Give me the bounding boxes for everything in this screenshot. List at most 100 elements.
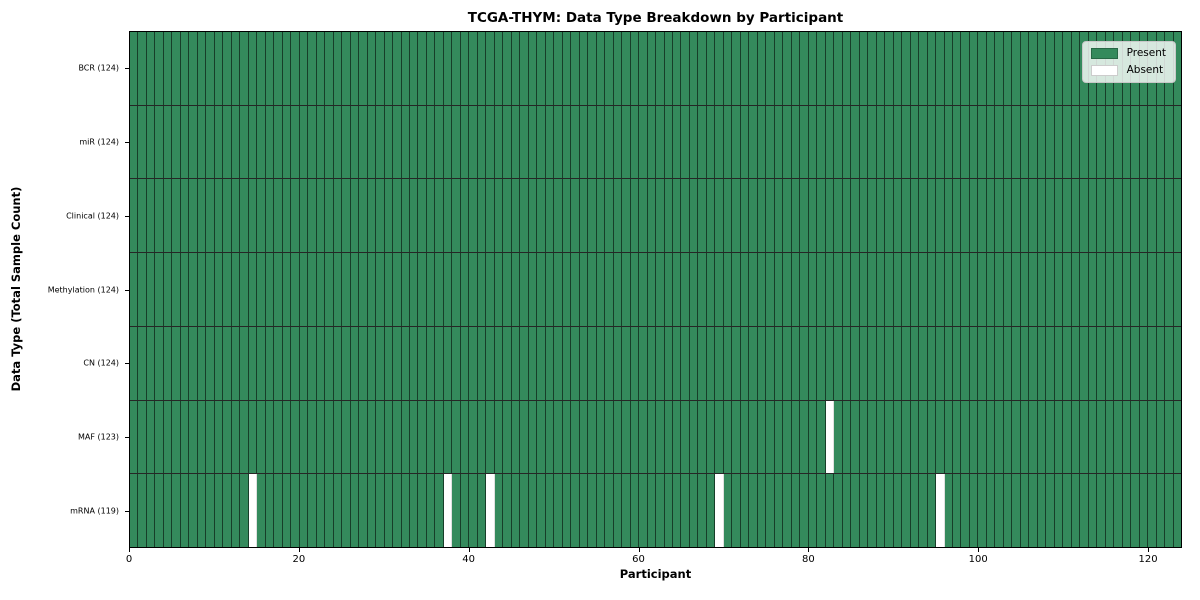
heatmap-cell-present [197, 179, 207, 253]
heatmap-cell-present [520, 32, 529, 105]
heatmap-cell-present [919, 253, 928, 326]
heatmap-cell-present [325, 105, 334, 179]
heatmap-cell-present [639, 400, 648, 474]
heatmap-cell-present [800, 326, 809, 400]
heatmap-cell-present [477, 105, 487, 179]
heatmap-cell-present [1139, 474, 1149, 548]
heatmap-cell-present [367, 326, 377, 400]
heatmap-cell-present [1131, 105, 1140, 179]
heatmap-cell-present [605, 253, 614, 326]
heatmap-cell-present [1037, 32, 1047, 105]
heatmap-cell-present [1012, 179, 1021, 253]
heatmap-cell-present [630, 400, 640, 474]
heatmap-cell-present [656, 32, 665, 105]
heatmap-cell-absent [715, 474, 724, 548]
heatmap-cell-present [257, 32, 266, 105]
heatmap-cell-present [639, 32, 648, 105]
heatmap-cell-present [868, 179, 877, 253]
heatmap-cell-present [452, 400, 461, 474]
heatmap-cell-present [426, 253, 436, 326]
heatmap-cell-present [605, 32, 614, 105]
heatmap-cell-present [791, 179, 801, 253]
heatmap-cell-present [673, 32, 682, 105]
heatmap-cell-present [409, 253, 419, 326]
heatmap-cell-present [1148, 253, 1157, 326]
heatmap-cell-present [206, 32, 215, 105]
heatmap-cell-present [774, 32, 784, 105]
heatmap-cell-present [1165, 105, 1174, 179]
heatmap-cell-present [817, 326, 826, 400]
legend-label: Absent [1126, 64, 1164, 77]
heatmap-cell-present [944, 179, 953, 253]
heatmap-cell-present [520, 253, 529, 326]
heatmap-cell-present [248, 400, 258, 474]
heatmap-cell-present [163, 105, 173, 179]
heatmap-cell-present [528, 32, 538, 105]
heatmap-cell-present [817, 179, 826, 253]
heatmap-cell-present [486, 326, 495, 400]
heatmap-cell-present [571, 326, 580, 400]
heatmap-cell-present [554, 32, 563, 105]
heatmap-cell-present [350, 474, 360, 548]
heatmap-cell-present [554, 105, 563, 179]
heatmap-cell-present [885, 32, 894, 105]
heatmap-cell-present [452, 326, 461, 400]
heatmap-cell-present [299, 474, 309, 548]
heatmap-cell-present [1173, 400, 1182, 474]
heatmap-cell-present [766, 474, 775, 548]
heatmap-cell-present [969, 400, 979, 474]
heatmap-cell-present [350, 253, 360, 326]
heatmap-cell-present [706, 179, 716, 253]
heatmap-cell-present [689, 326, 699, 400]
heatmap-cell-present [1037, 474, 1047, 548]
heatmap-cell-present [885, 105, 894, 179]
heatmap-cell-present [647, 105, 657, 179]
heatmap-cell-present [656, 105, 665, 179]
heatmap-cell-present [605, 400, 614, 474]
heatmap-cell-present [1029, 326, 1038, 400]
heatmap-cell-present [622, 474, 631, 548]
heatmap-cell-present [1063, 105, 1072, 179]
heatmap-cell-present [740, 474, 750, 548]
heatmap-cell-present [477, 253, 487, 326]
heatmap-cell-present [571, 179, 580, 253]
heatmap-cell-present [130, 474, 139, 548]
heatmap-cell-present [1156, 179, 1166, 253]
heatmap-cell-present [359, 326, 368, 400]
heatmap-cell-present [859, 400, 869, 474]
heatmap-cell-present [180, 326, 190, 400]
heatmap-cell-present [282, 179, 292, 253]
heatmap-cell-present [927, 105, 937, 179]
heatmap-cell-present [537, 179, 546, 253]
heatmap-cell-present [622, 32, 631, 105]
y-tick-mark [125, 437, 129, 439]
heatmap-cell-present [376, 400, 385, 474]
heatmap-cell-present [995, 326, 1004, 400]
heatmap-cell-present [1131, 474, 1140, 548]
heatmap-cell-present [231, 179, 241, 253]
heatmap-cell-present [791, 253, 801, 326]
heatmap-cell-present [172, 32, 181, 105]
heatmap-cell-present [384, 400, 394, 474]
heatmap-cell-present [868, 32, 877, 105]
legend-swatch-present [1090, 48, 1118, 59]
heatmap-cell-present [138, 326, 147, 400]
heatmap-cell-present [503, 400, 512, 474]
heatmap-cell-present [630, 32, 640, 105]
heatmap-cell-present [893, 400, 903, 474]
heatmap-cell-present [1071, 326, 1081, 400]
heatmap-grid [130, 32, 1182, 548]
heatmap-cell-present [282, 400, 292, 474]
heatmap-cell-present [409, 474, 419, 548]
heatmap-cell-present [613, 105, 623, 179]
heatmap-cell-present [562, 32, 572, 105]
heatmap-cell-present [808, 253, 818, 326]
heatmap-cell-present [1114, 326, 1123, 400]
heatmap-cell-present [180, 400, 190, 474]
heatmap-cell-present [562, 179, 572, 253]
heatmap-cell-present [571, 474, 580, 548]
heatmap-cell-present [257, 474, 266, 548]
heatmap-cell-present [978, 179, 987, 253]
heatmap-cell-present [426, 400, 436, 474]
